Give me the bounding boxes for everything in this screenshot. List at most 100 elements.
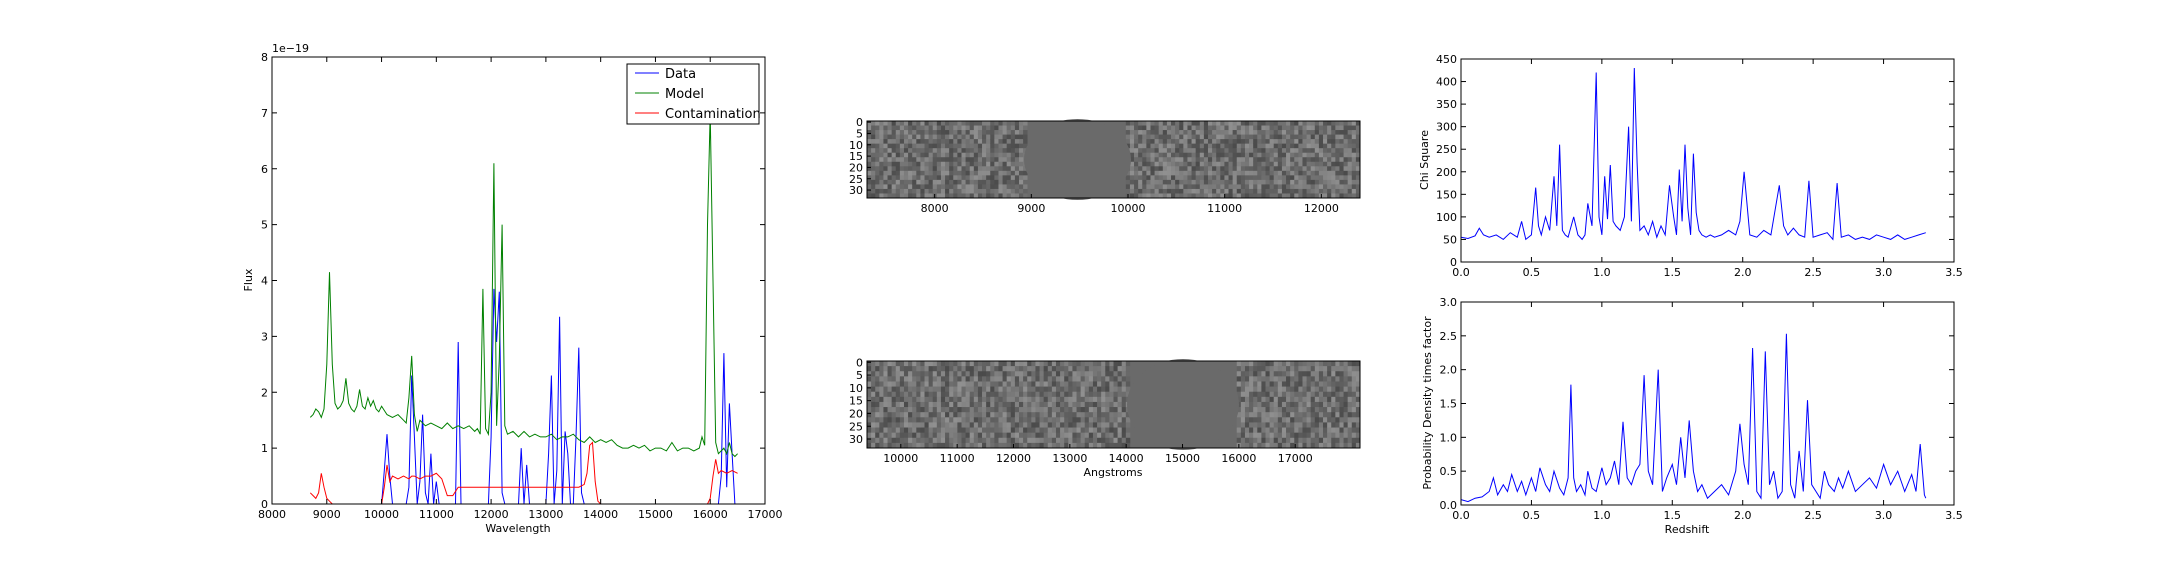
image-pixel <box>1154 121 1159 126</box>
image-pixel <box>916 396 921 403</box>
image-pixel <box>875 130 880 135</box>
image-pixel <box>916 179 921 185</box>
image-pixel <box>1162 193 1168 199</box>
image-pixel <box>1335 412 1340 418</box>
image-pixel <box>1199 170 1205 176</box>
image-pixel <box>1327 376 1332 382</box>
image-pixel <box>1355 427 1361 433</box>
image-pixel <box>953 152 958 158</box>
image-pixel <box>973 376 979 382</box>
image-pixel <box>1310 396 1316 403</box>
image-pixel <box>1023 422 1028 428</box>
image-pixel <box>1323 161 1328 167</box>
image-pixel <box>1191 161 1196 167</box>
image-pixel <box>982 130 987 135</box>
image-pixel <box>1298 166 1303 172</box>
image-pixel <box>1244 170 1250 176</box>
image-pixel <box>957 166 962 172</box>
image-pixel <box>973 157 979 163</box>
image-pixel <box>916 376 921 382</box>
image-pixel <box>1355 366 1361 372</box>
image-pixel <box>1109 407 1114 413</box>
image-pixel <box>1294 427 1299 433</box>
image-pixel <box>1351 125 1357 131</box>
image-pixel <box>1150 157 1155 163</box>
image-pixel <box>1010 179 1016 185</box>
image-pixel <box>977 161 983 167</box>
image-pixel <box>1068 432 1073 439</box>
image-pixel <box>1294 170 1299 176</box>
image-pixel <box>949 407 954 413</box>
image-pixel <box>1347 361 1353 367</box>
image-pixel <box>891 130 897 135</box>
image-pixel <box>1220 121 1225 126</box>
image-pixel <box>1224 125 1229 131</box>
y-tick-label: 1.5 <box>1440 398 1458 411</box>
image-pixel <box>940 407 946 413</box>
image-pixel <box>1088 386 1094 393</box>
image-pixel <box>924 188 929 194</box>
image-pixel <box>1327 432 1332 439</box>
image-pixel <box>912 422 917 428</box>
image-pixel <box>1265 184 1270 190</box>
image-pixel <box>994 396 999 403</box>
image-pixel <box>924 179 929 185</box>
image-pixel <box>932 366 938 372</box>
image-pixel <box>945 166 950 172</box>
image-pixel <box>891 391 897 398</box>
image-pixel <box>908 143 913 149</box>
image-pixel <box>973 371 979 377</box>
image-pixel <box>1043 361 1049 367</box>
image-pixel <box>899 193 905 199</box>
image-pixel <box>1023 193 1028 199</box>
image-pixel <box>945 143 950 149</box>
y-tick-label: 0.5 <box>1440 465 1458 478</box>
image-pixel <box>1179 152 1184 158</box>
image-pixel <box>990 121 995 126</box>
image-pixel <box>1224 170 1229 176</box>
image-pixel <box>924 417 929 423</box>
image-pixel <box>932 157 938 163</box>
image-pixel <box>1035 376 1040 382</box>
image-pixel <box>1220 125 1225 131</box>
image-pixel <box>1113 381 1118 387</box>
image-pixel <box>1318 391 1324 398</box>
image-pixel <box>1179 143 1184 149</box>
image-pixel <box>1207 148 1213 154</box>
image-pixel <box>1088 391 1094 398</box>
image-pixel <box>1327 427 1332 433</box>
image-pixel <box>924 121 929 126</box>
image-pixel <box>945 412 950 418</box>
image-pixel <box>1035 371 1040 377</box>
image-pixel <box>1298 437 1303 444</box>
image-pixel <box>1101 427 1106 433</box>
image-pixel <box>965 376 971 382</box>
image-pixel <box>1199 152 1205 158</box>
image-pixel <box>879 401 884 408</box>
image-pixel <box>1171 143 1176 149</box>
image-pixel <box>1244 157 1250 163</box>
x-tick-label: 10000 <box>1111 202 1146 215</box>
image-pixel <box>1039 396 1044 403</box>
image-pixel <box>1249 422 1254 428</box>
image-pixel <box>1117 391 1123 398</box>
image-pixel <box>1031 432 1036 439</box>
image-pixel <box>1117 386 1123 393</box>
y-axis-label-probability: Probability Density times factor <box>1421 316 1434 490</box>
image-pixel <box>1220 139 1225 144</box>
image-pixel <box>1273 412 1279 418</box>
image-pixel <box>1014 121 1020 126</box>
image-pixel <box>1327 188 1332 194</box>
image-pixel <box>1240 125 1246 131</box>
image-pixel <box>1244 130 1250 135</box>
image-pixel <box>1339 175 1344 181</box>
image-pixel <box>1203 139 1209 144</box>
image-pixel <box>986 125 991 131</box>
image-pixel <box>977 381 983 387</box>
image-pixel <box>875 401 880 408</box>
image-pixel <box>1060 417 1065 423</box>
image-pixel <box>1310 193 1316 199</box>
y-offset-label: 1e−19 <box>272 42 309 55</box>
image-pixel <box>1183 188 1188 194</box>
image-pixel <box>1097 376 1102 382</box>
